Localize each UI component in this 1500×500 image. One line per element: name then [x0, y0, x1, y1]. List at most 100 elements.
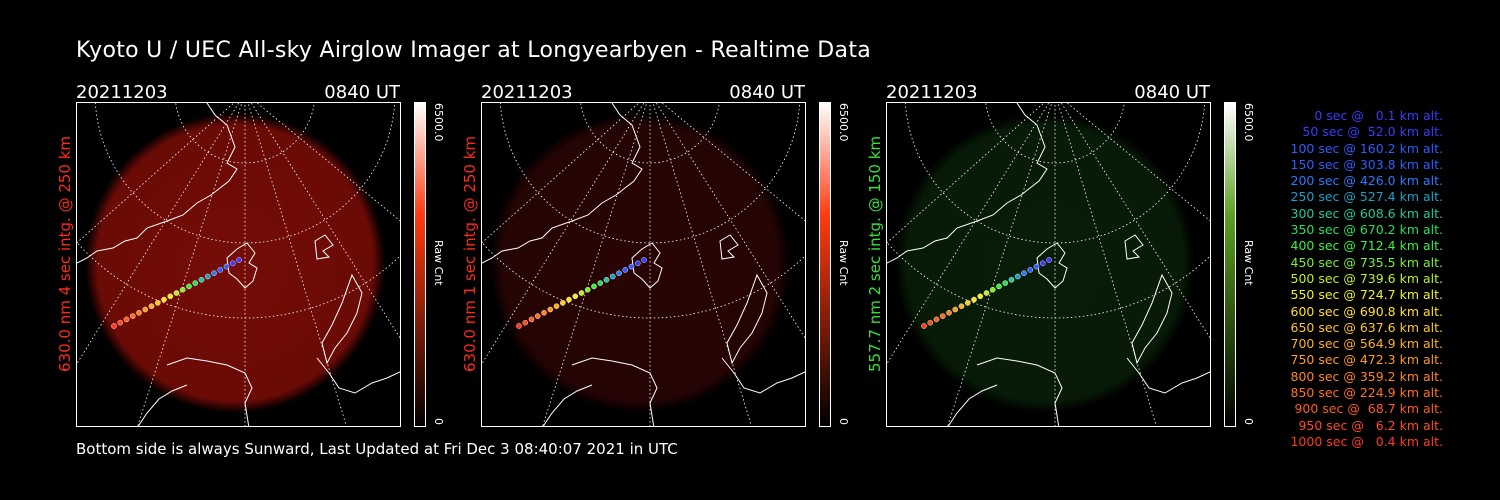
footer-status: Bottom side is always Sunward, Last Upda… [76, 440, 678, 458]
legend-row: 1000 sec @ 0.4 km alt. [1290, 433, 1443, 449]
trajectory-point [1039, 260, 1046, 267]
trajectory-point [952, 306, 959, 313]
panel-time: 0840 UT [324, 82, 400, 103]
trajectory-point [591, 283, 597, 290]
legend-row: 200 sec @ 426.0 km alt. [1286, 173, 1443, 189]
colorbar-min: 0 [1242, 418, 1255, 425]
trajectory-point [996, 283, 1002, 290]
trajectory-point [1021, 270, 1027, 276]
legend-row: 350 sec @ 670.2 km alt. [1286, 222, 1443, 238]
panel-wavelength-label: 557.7 nm 2 sec intg. @ 150 km [866, 135, 884, 372]
legend-row: 250 sec @ 527.4 km alt. [1286, 189, 1443, 205]
trajectory-point [933, 316, 940, 323]
colorbar-unit: Raw Cnt [837, 240, 850, 286]
trajectory-point [989, 286, 996, 293]
rocket-trajectory [921, 257, 1052, 329]
trajectory-point [609, 273, 616, 280]
allsky-map[interactable] [481, 102, 806, 427]
colorbar [1224, 102, 1236, 427]
colorbar-max: 6500.0 [1242, 103, 1255, 142]
trajectory-point [136, 309, 142, 316]
trajectory-point [528, 316, 535, 323]
trajectory-point [1008, 276, 1015, 283]
rocket-trajectory [516, 257, 647, 329]
trajectory-point [958, 303, 965, 309]
trajectory-point [603, 276, 610, 283]
legend-row: 750 sec @ 472.3 km alt. [1286, 352, 1443, 368]
colorbar-max: 6500.0 [432, 103, 445, 142]
legend-row: 100 sec @ 160.2 km alt. [1286, 140, 1443, 156]
trajectory-point [628, 263, 635, 270]
trajectory-point [198, 276, 205, 283]
trajectory-point [186, 283, 192, 290]
trajectory-point [217, 267, 224, 273]
allsky-map[interactable] [76, 102, 401, 427]
trajectory-point [161, 296, 167, 303]
trajectory-point [236, 257, 242, 263]
trajectory-point [173, 290, 180, 296]
trajectory-point [1027, 267, 1034, 273]
trajectory-point [534, 313, 541, 319]
panel-date: 20211203 [886, 82, 978, 103]
colorbar [819, 102, 831, 427]
trajectory-point [1002, 280, 1009, 286]
trajectory-point [921, 323, 927, 329]
colorbar-min: 0 [837, 418, 850, 425]
trajectory-point [547, 306, 554, 313]
legend-row: 800 sec @ 359.2 km alt. [1286, 368, 1443, 384]
rocket-trajectory [111, 257, 242, 329]
trajectory-point [123, 316, 130, 323]
trajectory-point [983, 290, 990, 296]
legend-row: 300 sec @ 608.6 km alt. [1286, 205, 1443, 221]
panel-date: 20211203 [481, 82, 573, 103]
trajectory-point [1033, 263, 1040, 270]
legend-row: 0 sec @ 0.1 km alt. [1302, 108, 1443, 123]
legend-row: 150 sec @ 303.8 km alt. [1286, 156, 1443, 172]
colorbar-min: 0 [432, 418, 445, 425]
trajectory-point [584, 286, 591, 293]
panel-wavelength-label: 630.0 nm 1 sec intg. @ 250 km [461, 135, 479, 372]
trajectory-point [939, 313, 946, 319]
trajectory-point [204, 273, 211, 280]
trajectory-point [578, 290, 585, 296]
allsky-map[interactable] [886, 102, 1211, 427]
trajectory-point [597, 280, 604, 286]
trajectory-legend: 0 sec @ 0.1 km alt. 50 sec @ 52.0 km alt… [1287, 108, 1443, 450]
page-title: Kyoto U / UEC All-sky Airglow Imager at … [76, 38, 872, 63]
trajectory-point [522, 319, 529, 326]
trajectory-point [1014, 273, 1021, 280]
trajectory-point [516, 323, 522, 329]
legend-row: 500 sec @ 739.6 km alt. [1286, 270, 1443, 286]
trajectory-point [223, 263, 230, 270]
trajectory-point [541, 309, 547, 316]
legend-row: 600 sec @ 690.8 km alt. [1286, 303, 1443, 319]
trajectory-point [117, 319, 124, 326]
trajectory-point [616, 270, 622, 276]
trajectory-point [553, 303, 560, 309]
trajectory-point [1046, 257, 1052, 263]
colorbar [414, 102, 426, 427]
colorbar-max: 6500.0 [837, 103, 850, 142]
panel-time: 0840 UT [729, 82, 805, 103]
legend-row: 450 sec @ 735.5 km alt. [1286, 254, 1443, 270]
trajectory-point [229, 260, 236, 267]
legend-row: 900 sec @ 68.7 km alt. [1290, 401, 1443, 417]
panel-date: 20211203 [76, 82, 168, 103]
trajectory-point [211, 270, 217, 276]
trajectory-point [971, 296, 977, 303]
legend-row: 550 sec @ 724.7 km alt. [1286, 287, 1443, 303]
legend-row: 400 sec @ 712.4 km alt. [1286, 238, 1443, 254]
legend-row: 700 sec @ 564.9 km alt. [1286, 336, 1443, 352]
colorbar-unit: Raw Cnt [1242, 240, 1255, 286]
trajectory-point [167, 293, 174, 300]
legend-row: 950 sec @ 6.2 km alt. [1294, 417, 1443, 433]
trajectory-point [622, 267, 629, 273]
trajectory-point [179, 286, 186, 293]
trajectory-point [634, 260, 641, 267]
trajectory-point [559, 300, 566, 306]
panel-wavelength-label: 630.0 nm 4 sec intg. @ 250 km [56, 135, 74, 372]
trajectory-point [927, 319, 934, 326]
trajectory-point [129, 313, 136, 319]
trajectory-point [142, 306, 149, 313]
panel-time: 0840 UT [1134, 82, 1210, 103]
